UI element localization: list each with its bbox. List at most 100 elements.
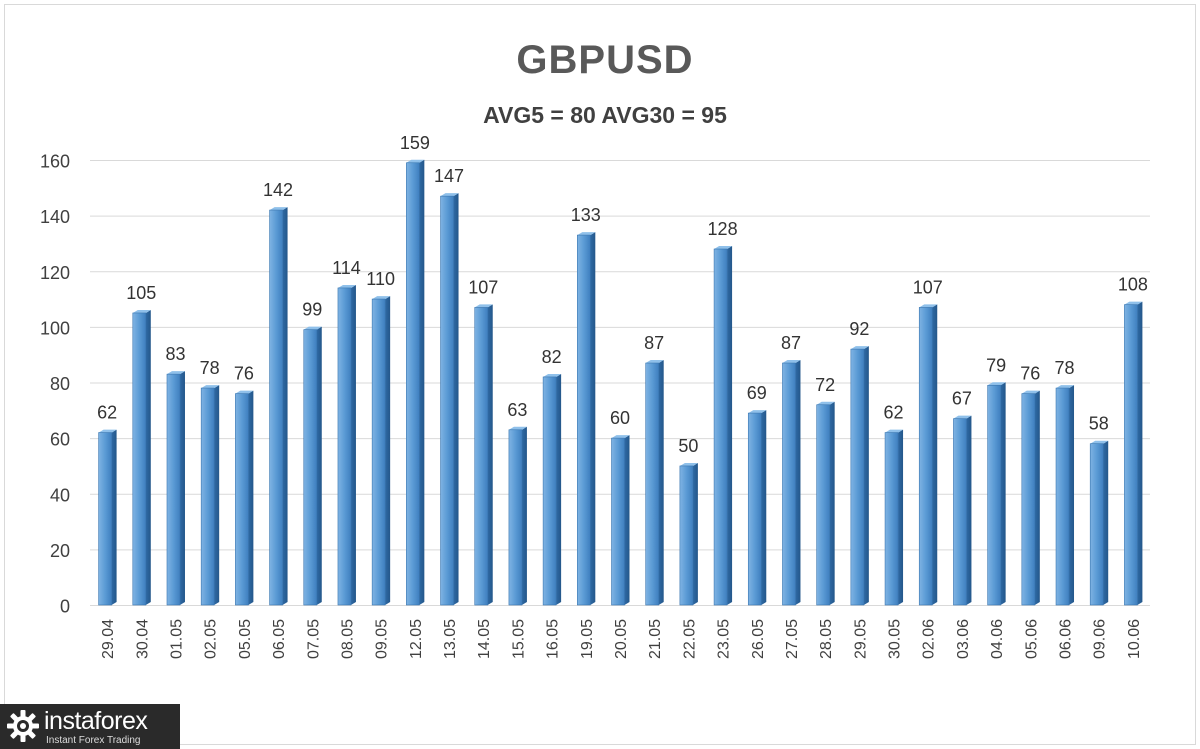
bar-face [1089, 443, 1104, 606]
x-tick-label: 07.05 [305, 619, 322, 659]
bar-side [350, 284, 356, 605]
bar [132, 309, 151, 606]
bar-face [577, 234, 591, 606]
bar-side [453, 193, 459, 605]
bar-top [303, 326, 322, 330]
bar-side [863, 346, 869, 605]
x-tick-label: 19.05 [579, 619, 596, 659]
chart-frame [4, 4, 1196, 745]
bar-side [282, 207, 288, 605]
x-tick-label: 05.06 [1023, 619, 1040, 659]
x-tick-label: 15.05 [510, 619, 527, 659]
x-tick-label: 26.05 [750, 619, 767, 659]
bar-top [166, 371, 185, 375]
x-tick-label: 28.05 [818, 619, 835, 659]
bar-face [371, 298, 386, 606]
bar [235, 390, 254, 606]
bar-side [1137, 301, 1143, 605]
bar [1124, 301, 1143, 606]
bar-face [1055, 387, 1070, 606]
bar-side [419, 159, 425, 605]
bar [782, 360, 801, 606]
bar-top [406, 159, 425, 163]
y-tick-label: 100 [40, 318, 70, 338]
bar [679, 462, 698, 606]
data-label: 72 [815, 375, 835, 395]
data-label: 62 [884, 403, 904, 423]
bar-side [214, 385, 220, 605]
x-tick-label: 23.05 [716, 619, 733, 659]
bar-top [679, 462, 698, 466]
bar-face [850, 348, 865, 606]
bar-top [1056, 385, 1075, 389]
data-label: 83 [165, 344, 185, 364]
bar [816, 401, 835, 606]
bar [747, 410, 767, 606]
bar-side [966, 415, 972, 605]
data-label: 76 [1020, 364, 1040, 384]
data-label: 76 [234, 364, 254, 384]
data-label: 159 [400, 133, 430, 153]
bar [303, 326, 322, 606]
bar-face [337, 287, 352, 606]
bar [1021, 390, 1040, 606]
bar [577, 232, 596, 606]
data-label: 128 [708, 219, 738, 239]
bar-face [269, 209, 283, 606]
x-tick-label: 30.04 [134, 619, 151, 659]
data-label: 63 [507, 400, 527, 420]
x-tick-label: 09.05 [374, 619, 391, 659]
bar-side [1034, 390, 1040, 605]
bar-face [542, 376, 557, 606]
data-label: 78 [200, 358, 220, 378]
x-tick-label: 06.06 [1058, 619, 1075, 659]
bar-face [1124, 304, 1138, 606]
data-label: 133 [571, 205, 601, 225]
bar [918, 304, 938, 606]
data-label: 107 [913, 277, 943, 297]
bar-top [269, 207, 288, 211]
data-label: 99 [302, 300, 322, 320]
logo-name: instaforex [44, 707, 148, 735]
bar-side [727, 246, 733, 605]
chart-subtitle: AVG5 = 80 AVG30 = 95 [483, 102, 727, 128]
bar-side [932, 304, 938, 605]
bar-side [179, 371, 185, 605]
bar-face [235, 393, 249, 606]
bar-face [166, 373, 181, 606]
bar-side [658, 360, 664, 605]
bar-side [1000, 382, 1006, 605]
bar-face [987, 384, 1001, 606]
bar-top [850, 346, 869, 350]
bar [508, 426, 527, 606]
x-tick-label: 02.05 [203, 619, 220, 659]
x-axis-ticks: 29.04 30.04 01.05 02.05 05.05 06.05 07.05 08.05… [100, 619, 1143, 659]
bar-side [829, 401, 835, 605]
bar-top [885, 429, 904, 433]
bar-top [543, 373, 562, 377]
bar-face [1021, 393, 1036, 606]
data-label: 108 [1118, 275, 1148, 295]
bar-top [987, 382, 1006, 386]
bar-top [1124, 301, 1143, 305]
bar [850, 346, 869, 606]
bar-top [474, 304, 493, 308]
bar-top [508, 426, 527, 430]
bar-side [795, 360, 801, 605]
bar-face [508, 429, 523, 606]
data-label: 67 [952, 389, 972, 409]
data-label: 62 [97, 403, 117, 423]
bar [371, 296, 391, 606]
bars [98, 159, 1143, 606]
x-tick-label: 20.05 [613, 619, 630, 659]
bar-face [611, 437, 625, 606]
bar [611, 435, 630, 606]
bar-top [953, 415, 972, 419]
x-tick-label: 02.06 [921, 619, 938, 659]
x-tick-label: 01.05 [168, 619, 185, 659]
bar [1055, 385, 1075, 606]
chart-title: GBPUSD [516, 38, 694, 82]
bar-top [748, 410, 767, 414]
bar-top [577, 232, 596, 236]
